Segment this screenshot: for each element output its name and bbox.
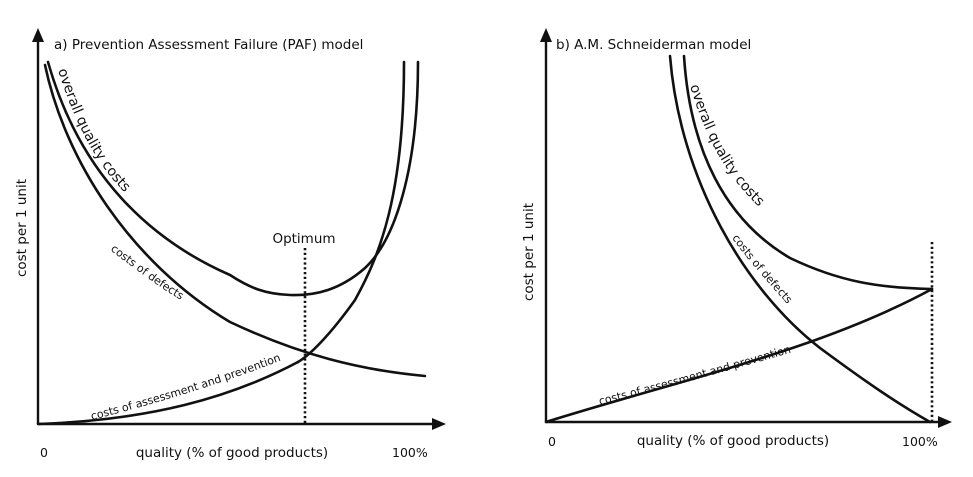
panel-a-x-label: quality (% of good products) [136, 445, 328, 461]
panel-a-costs-of-defects-curve [43, 63, 427, 378]
panel-a-assessment-label: costs of assessment and prevention [89, 351, 282, 423]
panel-b: b) A.M. Schneiderman model cost per 1 un… [521, 28, 952, 449]
panel-a-x-tick-end: 100% [392, 445, 428, 460]
panel-b-overall-label: overall quality costs [686, 82, 767, 209]
panel-b-defects-label: costs of defects [729, 232, 795, 306]
panel-a-optimum-label: Optimum [272, 231, 335, 247]
panel-a-y-label: cost per 1 unit [14, 179, 30, 277]
panel-a-x-tick-start: 0 [40, 445, 48, 460]
panel-a-defects-label: costs of defects [108, 242, 186, 303]
panel-b-costs-of-assessment-curve [544, 287, 934, 424]
panel-a-overall-right-inner-curve [296, 60, 406, 364]
panel-a-axes [32, 28, 446, 430]
panel-a-x-axis-arrow [432, 418, 446, 430]
panel-b-y-label: cost per 1 unit [521, 203, 537, 301]
panel-b-overall-quality-costs-curve [682, 54, 934, 291]
panel-a-costs-of-assessment-curve [36, 360, 300, 426]
panel-b-axes [540, 28, 952, 428]
panel-a: a) Prevention Assessment Failure (PAF) m… [14, 28, 446, 461]
panel-b-title: b) A.M. Schneiderman model [556, 37, 751, 53]
panel-b-x-tick-end: 100% [902, 434, 938, 449]
panel-b-y-axis-arrow [540, 28, 552, 42]
panel-b-x-label: quality (% of good products) [637, 433, 829, 449]
panel-a-y-axis-arrow [32, 28, 44, 42]
panel-a-overall-quality-costs-curve [46, 60, 420, 297]
panel-b-costs-of-defects-curve [668, 54, 932, 424]
panel-b-x-axis-arrow [938, 416, 952, 428]
panel-b-assessment-label: costs of assessment and prevention [598, 343, 793, 408]
panel-b-x-tick-start: 0 [548, 434, 556, 449]
panel-a-title: a) Prevention Assessment Failure (PAF) m… [54, 37, 363, 53]
